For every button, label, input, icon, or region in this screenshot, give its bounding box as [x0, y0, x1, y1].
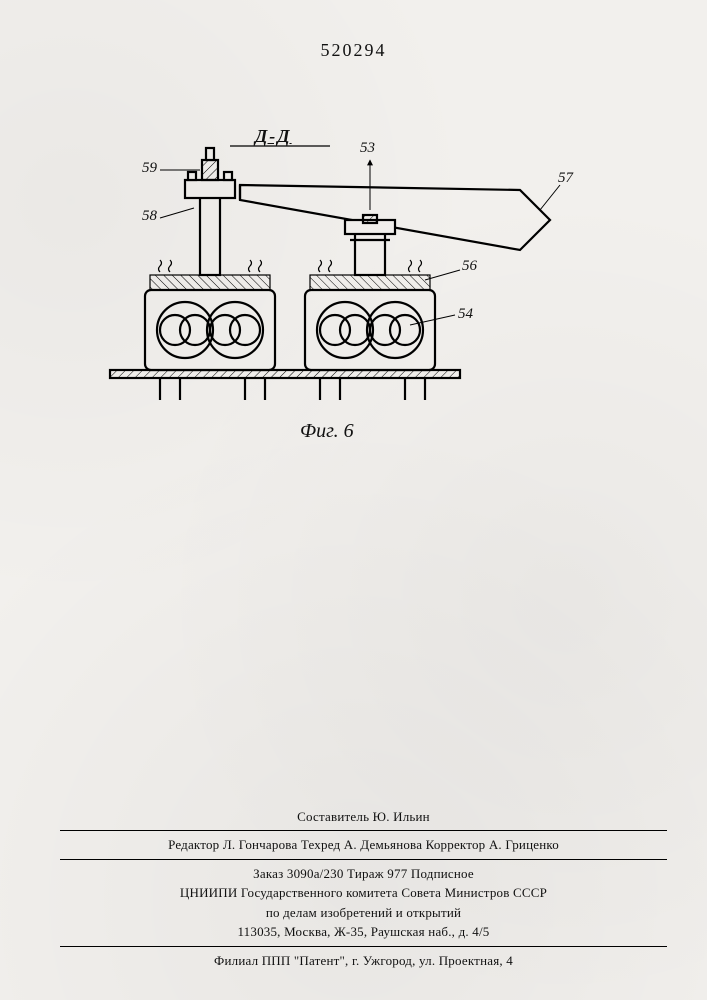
callout-53: 53	[360, 140, 375, 157]
callout-54: 54	[458, 306, 473, 323]
callout-59: 59	[142, 160, 157, 177]
org-line-2: по делам изобретений и открытий	[60, 903, 667, 923]
callout-58: 58	[142, 208, 157, 225]
figure-caption: Фиг. 6	[300, 420, 354, 443]
patent-number: 520294	[0, 40, 707, 61]
order-line: Заказ 3090а/230 Тираж 977 Подписное	[60, 864, 667, 884]
footer-rule-1	[60, 830, 667, 831]
credits-line: Редактор Л. Гончарова Техред А. Демьянов…	[60, 835, 667, 855]
footer-rule-3	[60, 946, 667, 947]
address-line: 113035, Москва, Ж-35, Раушская наб., д. …	[60, 922, 667, 942]
callout-57: 57	[558, 170, 573, 187]
patent-page: 520294	[0, 0, 707, 1000]
footer-rule-2	[60, 859, 667, 860]
org-line: ЦНИИПИ Государственного комитета Совета …	[60, 883, 667, 903]
compiler-line: Составитель Ю. Ильин	[60, 807, 667, 827]
figure-6-drawing	[90, 100, 570, 420]
branch-line: Филиал ППП "Патент", г. Ужгород, ул. Про…	[60, 951, 667, 971]
imprint-footer: Составитель Ю. Ильин Редактор Л. Гончаро…	[60, 807, 667, 971]
callout-56: 56	[462, 258, 477, 275]
section-label: Д-Д	[255, 126, 292, 147]
